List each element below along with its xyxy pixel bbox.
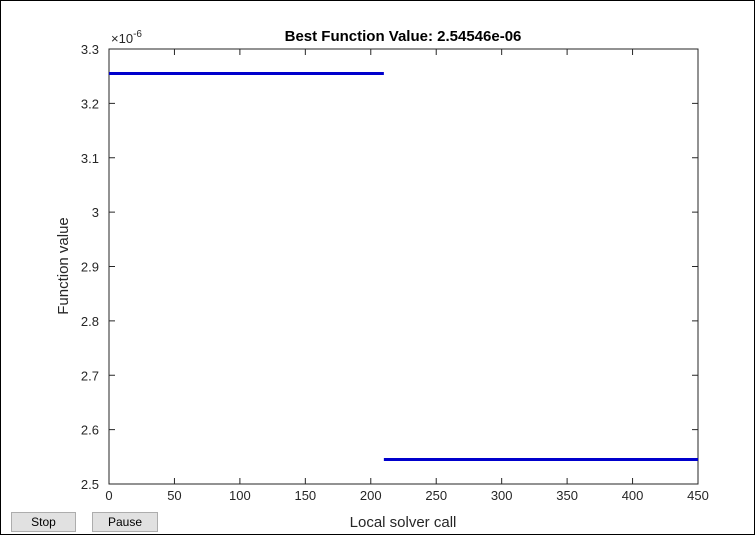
ticks-group: 0 50 100 150 200 250 300 350 400 450 2.5 2.6 2.7 2.8 2… [81,42,709,503]
y-tick-label: 2.5 [81,477,99,492]
axes-box [108,48,699,485]
y-tick-label: 2.9 [81,260,99,275]
y-tick-label: 3 [92,205,99,220]
y-exponent-label: ×10-6 [111,29,142,46]
x-tick-label: 200 [360,488,382,503]
y-tick-label: 3.2 [81,96,99,111]
stop-button[interactable]: Stop [11,512,76,532]
x-tick-label: 450 [687,488,709,503]
x-tick-label: 50 [167,488,181,503]
chart-title: Best Function Value: 2.54546e-06 [285,28,522,45]
x-tick-label: 250 [425,488,447,503]
x-tick-label: 400 [622,488,644,503]
x-tick-label: 300 [491,488,513,503]
x-tick-label: 0 [105,488,112,503]
y-tick-label: 2.8 [81,314,99,329]
pause-button[interactable]: Pause [92,512,158,532]
x-axis-label: Local solver call [350,514,457,531]
x-tick-label: 150 [294,488,316,503]
x-tick-label: 350 [556,488,578,503]
y-tick-label: 3.1 [81,151,99,166]
y-tick-label: 2.6 [81,423,99,438]
y-tick-label: 2.7 [81,368,99,383]
y-tick-label: 3.3 [81,42,99,57]
y-axis-label: Function value [55,217,72,315]
series-group [109,71,698,462]
x-tick-label: 100 [229,488,251,503]
